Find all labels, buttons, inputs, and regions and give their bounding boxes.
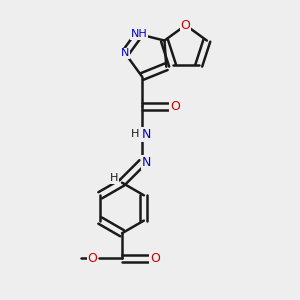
Text: O: O bbox=[170, 100, 180, 113]
Text: N: N bbox=[142, 128, 151, 141]
Text: O: O bbox=[181, 19, 190, 32]
Text: H: H bbox=[110, 173, 118, 183]
Text: N: N bbox=[121, 48, 129, 58]
Text: NH: NH bbox=[131, 29, 147, 39]
Text: N: N bbox=[142, 156, 151, 169]
Text: O: O bbox=[150, 252, 160, 265]
Text: O: O bbox=[87, 252, 97, 265]
Text: H: H bbox=[131, 130, 140, 140]
